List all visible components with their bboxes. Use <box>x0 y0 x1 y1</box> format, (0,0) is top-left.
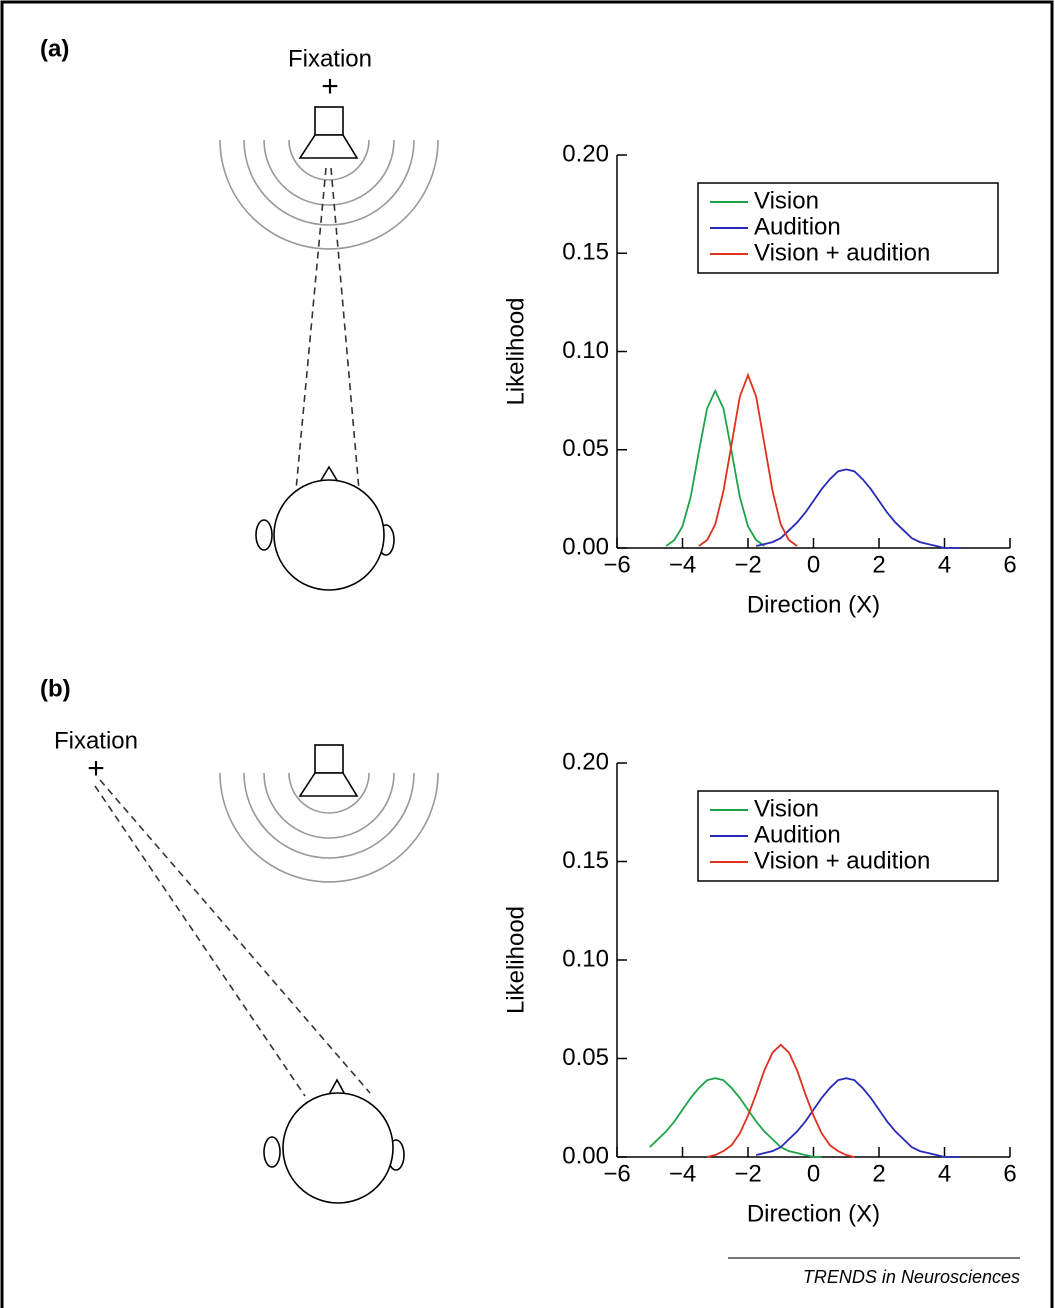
x-tick-label: −2 <box>734 551 761 578</box>
series-line <box>706 1043 855 1158</box>
x-tick-label: 0 <box>807 1160 820 1187</box>
panel-label: (b) <box>40 675 71 702</box>
legend-label: Vision + audition <box>754 847 930 874</box>
series-line <box>755 1077 961 1158</box>
y-axis-title: Likelihood <box>502 906 529 1014</box>
series-line <box>665 388 765 547</box>
legend-label: Audition <box>754 213 841 240</box>
legend-label: Vision + audition <box>754 239 930 266</box>
y-tick-label: 0.10 <box>562 945 609 972</box>
x-tick-label: 4 <box>938 551 951 578</box>
sight-line <box>99 779 371 1094</box>
head-diagram <box>255 465 395 591</box>
y-tick-label: 0.05 <box>562 435 609 462</box>
speaker-diagram <box>219 744 439 883</box>
fixation-cross: + <box>321 70 339 103</box>
x-axis-title: Direction (X) <box>747 591 880 618</box>
y-tick-label: 0.20 <box>562 140 609 167</box>
legend-label: Vision <box>754 795 819 822</box>
y-tick-label: 0.00 <box>562 533 609 560</box>
panel-label: (a) <box>40 35 69 62</box>
y-tick-label: 0.15 <box>562 239 609 266</box>
y-tick-label: 0.00 <box>562 1142 609 1169</box>
x-tick-label: 4 <box>938 1160 951 1187</box>
sight-line <box>330 167 360 491</box>
sight-line <box>94 785 306 1097</box>
legend-label: Audition <box>754 821 841 848</box>
y-tick-label: 0.15 <box>562 847 609 874</box>
x-tick-label: 2 <box>872 1160 885 1187</box>
legend-label: Vision <box>754 187 819 214</box>
x-tick-label: 2 <box>872 551 885 578</box>
x-tick-label: 6 <box>1003 551 1016 578</box>
x-tick-label: 6 <box>1003 1160 1016 1187</box>
x-tick-label: −2 <box>734 1160 761 1187</box>
speaker-diagram <box>219 106 439 250</box>
x-tick-label: −6 <box>603 1160 630 1187</box>
series-line <box>755 468 961 549</box>
sight-line <box>295 167 327 491</box>
head-diagram <box>263 1078 405 1204</box>
x-tick-label: −4 <box>669 1160 696 1187</box>
x-axis-title: Direction (X) <box>747 1200 880 1227</box>
y-tick-label: 0.10 <box>562 337 609 364</box>
fixation-label: Fixation <box>288 45 372 72</box>
x-tick-label: −6 <box>603 551 630 578</box>
y-axis-title: Likelihood <box>502 297 529 405</box>
fixation-label: Fixation <box>54 727 138 754</box>
x-tick-label: 0 <box>807 551 820 578</box>
y-tick-label: 0.05 <box>562 1044 609 1071</box>
series-line <box>649 1077 822 1158</box>
footer: TRENDS in Neurosciences <box>803 1267 1020 1287</box>
series-line <box>698 372 798 547</box>
x-tick-label: −4 <box>669 551 696 578</box>
fixation-cross: + <box>87 752 105 785</box>
y-tick-label: 0.20 <box>562 748 609 775</box>
